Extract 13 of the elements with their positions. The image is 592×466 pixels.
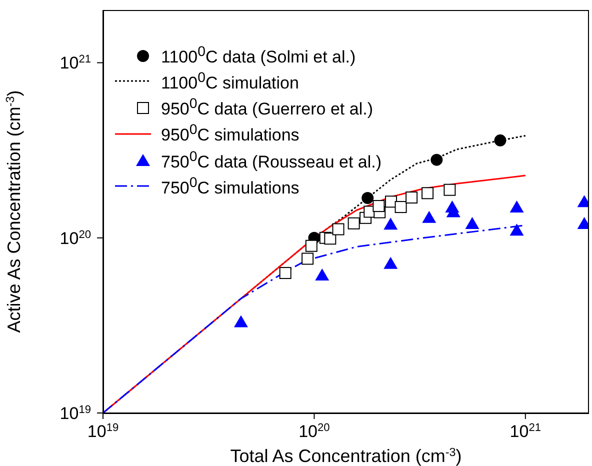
y-tick-label: 10$^{20}$ bbox=[60, 228, 91, 248]
legend-label: 1100$^{0}$C data (Solmi et al.) bbox=[161, 43, 356, 68]
legend-label: 1100$^{0}$C simulation bbox=[161, 69, 299, 94]
x-tick-label: 10$^{20}$ bbox=[298, 422, 330, 441]
x-axis-title: Total As Concentration (cm$^{-3}$) bbox=[230, 446, 462, 466]
x-tick-label: 10$^{19}$ bbox=[87, 422, 119, 441]
x-tick-label: 10$^{21}$ bbox=[510, 422, 542, 441]
legend-label: 750$^{0}$C data (Rousseau et al.) bbox=[161, 148, 382, 173]
legend-label: 750$^{0}$C simulations bbox=[161, 174, 300, 199]
legend-label: 950$^{0}$C simulations bbox=[161, 121, 300, 147]
y-tick-label: 10$^{19}$ bbox=[60, 404, 91, 423]
y-tick-label: 10$^{21}$ bbox=[60, 54, 91, 73]
legend-label: 950$^{0}$C data (Guerrero et al.) bbox=[161, 95, 373, 120]
